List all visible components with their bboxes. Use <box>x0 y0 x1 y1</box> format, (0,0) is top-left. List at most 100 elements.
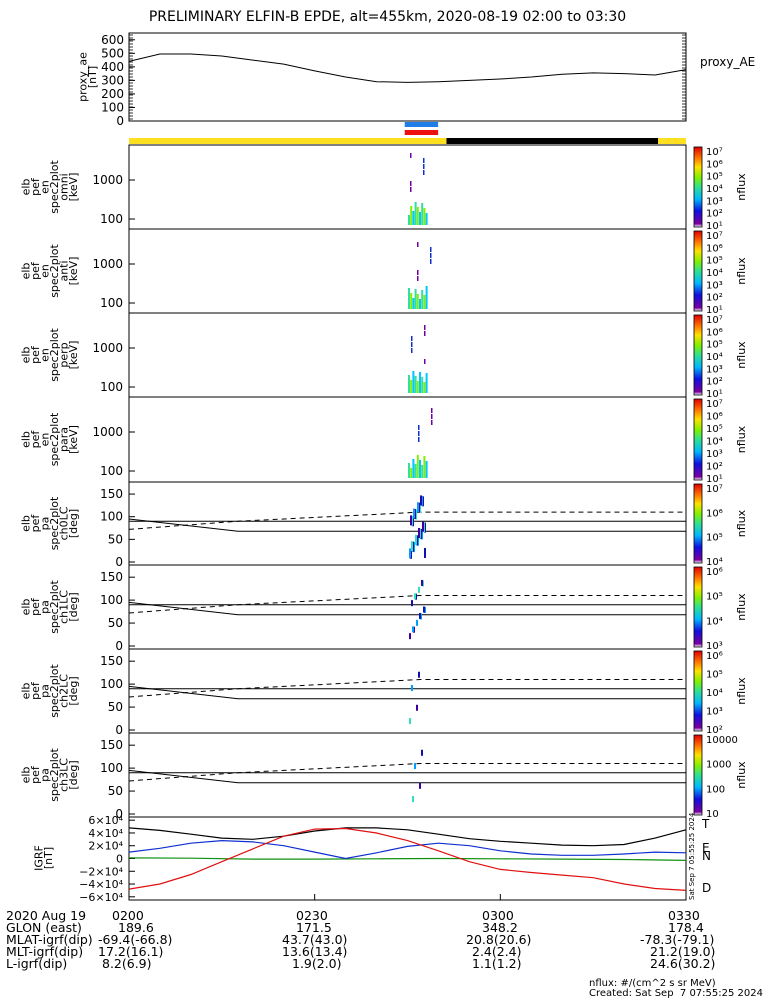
footer-label-glon: GLON (east) <box>6 920 82 935</box>
en_omni-burst-bar <box>425 213 428 225</box>
en_perp-ylabel-line: perp <box>57 342 70 367</box>
pa_ch2-pa-mark <box>411 685 413 692</box>
en_anti-frame <box>128 228 687 314</box>
en_omni-burst-dot <box>410 181 412 186</box>
pa_ch0-ylabel-line: pa <box>38 517 51 531</box>
pa_ch3-ytick: 150 <box>100 738 123 752</box>
en_para-burst-dot <box>431 414 433 419</box>
footer-col-0330-mlt: 21.2(19.0) <box>650 944 716 959</box>
pa_ch2-ytick: 50 <box>108 700 123 714</box>
en_anti-burst-dot <box>417 242 419 247</box>
pa_ch3-lc-line <box>128 769 686 784</box>
en_perp-zticks: 10¹ <box>706 389 723 400</box>
pa_ch1-ytick: 150 <box>100 570 123 584</box>
en_anti-zticks: 10⁶ <box>706 243 723 254</box>
en_anti-burst-bar <box>421 290 424 309</box>
en_para-zticks: 10² <box>706 462 723 473</box>
pa_ch2-ylabel-line: ch2LC <box>57 674 70 708</box>
pa_ch2-zticks: 10³ <box>706 707 723 718</box>
pa_ch0-pa-mark <box>410 515 412 526</box>
pa_ch0-ytick: 50 <box>108 532 123 546</box>
pa_ch3-pa-mark <box>414 763 416 770</box>
pa_ch3-pa-mark <box>421 749 423 756</box>
en_omni-burst-bar <box>408 215 410 225</box>
pa_ch0-pa-mark <box>420 495 422 506</box>
pa_ch0-pa-mark <box>424 547 426 558</box>
pa_ch1-zticks: 10⁶ <box>706 567 723 578</box>
en_perp-zticks: 10⁵ <box>706 340 723 351</box>
en_anti-burst-bar <box>423 295 426 309</box>
en_perp-burst-dot <box>411 348 413 353</box>
en_omni-ylabel-line: omni <box>57 173 70 200</box>
footer-col-0200-time: 0200 <box>112 908 144 923</box>
en_anti-ylabel-line: anti <box>57 260 70 281</box>
proxy-ae-series-label: proxy_AE <box>700 55 755 69</box>
igrf-ytick: −2×10⁴ <box>79 865 123 878</box>
footer-col-0300-glon: 348.2 <box>482 920 518 935</box>
en_para-frame <box>128 396 687 483</box>
en_omni-ytick: 100 <box>100 212 123 226</box>
orbit-bar-segment <box>658 138 686 144</box>
pa_ch2-zticks: 10⁶ <box>706 651 723 662</box>
pa_ch0-ytick: 0 <box>115 555 123 569</box>
pa_ch2-pa-mark <box>418 671 420 678</box>
en_perp-ylabel-line: elb <box>19 347 32 364</box>
en_perp-burst-dot <box>424 359 426 364</box>
en_omni-ylabel-line: en <box>38 180 51 194</box>
en_para-zticks: 10⁴ <box>706 437 723 448</box>
igrf-series-D <box>128 827 687 891</box>
en_perp-ytick: 1000 <box>92 341 123 355</box>
en_para-burst-dot <box>431 420 433 425</box>
pa_ch3-zticks: 10000 <box>706 735 738 746</box>
pa_ch2-zticks: 10⁵ <box>706 670 723 681</box>
en_anti-burst-dot <box>417 276 419 281</box>
proxy-ae-ytick: 0 <box>116 114 124 128</box>
en_para-zticks: 10³ <box>706 449 723 460</box>
orbit-marker <box>404 130 439 135</box>
en_omni-burst-bar <box>412 211 415 225</box>
pa_ch3-ylabel-line: elb <box>19 767 32 784</box>
en_perp-burst-dot <box>424 325 426 330</box>
pa_ch0-pa-mark <box>413 508 415 519</box>
en_para-ytick: 1000 <box>92 425 123 439</box>
footer-col-0230-mlat: 43.7(43.0) <box>282 932 348 947</box>
en_para-ylabel-line: pef <box>29 430 42 449</box>
en_perp-ylabel-line: spec2plot <box>48 328 61 382</box>
pa_ch3-ytick: 50 <box>108 784 123 798</box>
pa_ch1-ytick: 0 <box>115 639 123 653</box>
proxy-ae-ytick: 500 <box>101 46 124 60</box>
en_omni-ytick: 1000 <box>92 173 123 187</box>
units-note: nflux: #/(cm^2 s sr MeV) <box>589 978 716 989</box>
proxy-ae-frame <box>128 32 687 122</box>
footer-col-0300-mlat: 20.8(20.6) <box>466 932 532 947</box>
pa_ch0-ylabel-line: elb <box>19 515 32 532</box>
en_para-colorbar <box>693 398 703 481</box>
footer-col-0230-glon: 171.5 <box>296 920 332 935</box>
en_para-zticks: 10⁷ <box>706 399 723 410</box>
pa_ch1-zticks: 10³ <box>706 641 723 652</box>
igrf-legend-item: D <box>702 881 711 895</box>
igrf-ytick: 6×10⁴ <box>88 814 123 827</box>
pa_ch0-alc-line <box>128 511 686 530</box>
en_omni-zticks: 10¹ <box>706 221 723 232</box>
pa_ch1-pa-mark <box>409 633 411 640</box>
en_omni-colorbar <box>693 146 703 228</box>
en_perp-ytick: 100 <box>100 380 123 394</box>
footer-col-0230-lshell: 1.9(2.0) <box>292 956 342 971</box>
en_anti-ylabel-line: spec2plot <box>48 244 61 298</box>
en_para-burst-bar <box>425 461 428 478</box>
pa_ch0-pa-mark <box>415 534 417 545</box>
footer-col-0330-mlat: -78.3(-79.1) <box>640 932 715 947</box>
footer-col-0300-time: 0300 <box>482 908 514 923</box>
en_anti-ylabel-line: en <box>38 264 51 278</box>
igrf-ytick: 0 <box>116 853 123 866</box>
en_anti-ytick: 1000 <box>92 257 123 271</box>
pa_ch0-zticks: 10⁷ <box>706 484 723 495</box>
proxy-ae-ylabel-line: proxy_ae <box>76 52 89 102</box>
en_para-burst-dot <box>418 431 420 436</box>
en_para-ylabel-line: para <box>57 427 70 452</box>
created-timestamp: Created: Sat Sep 7 07:55:25 2024 <box>589 988 763 999</box>
footer-label-date: 2020 Aug 19 <box>6 908 87 923</box>
